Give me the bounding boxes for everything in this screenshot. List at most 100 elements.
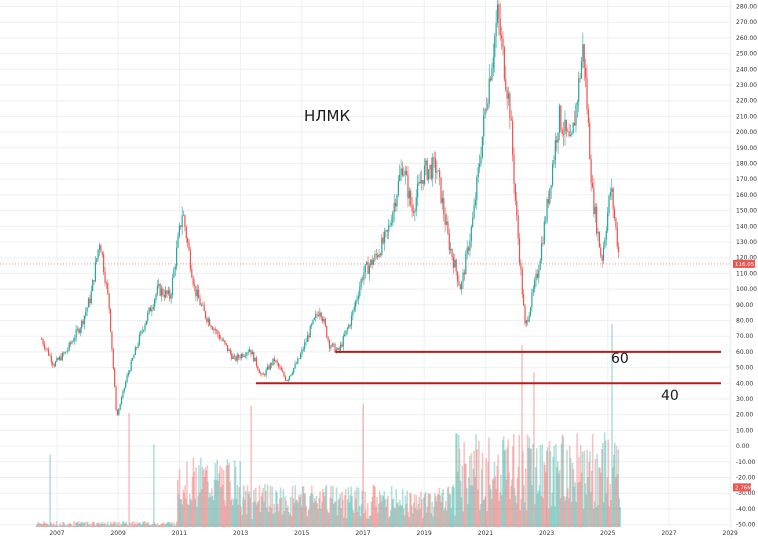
candle-body bbox=[531, 292, 533, 308]
volume-bar bbox=[436, 493, 439, 527]
volume-bar bbox=[599, 467, 601, 527]
candle-body bbox=[604, 239, 606, 248]
volume-bar bbox=[311, 493, 314, 527]
candle-body bbox=[440, 177, 442, 203]
volume-bar bbox=[425, 512, 428, 527]
volume-bar bbox=[176, 521, 178, 527]
candle-body bbox=[313, 317, 315, 320]
volume-bar bbox=[234, 466, 237, 527]
volume-bar bbox=[474, 476, 476, 527]
volume-bar bbox=[316, 503, 319, 527]
volume-bar bbox=[172, 525, 174, 527]
candle-body bbox=[433, 157, 435, 159]
volume-bar bbox=[512, 446, 514, 527]
candle-body bbox=[388, 225, 390, 232]
y-tick-label: -10.00 bbox=[736, 459, 756, 466]
volume-bar bbox=[112, 521, 115, 527]
volume-bar bbox=[86, 522, 89, 527]
volume-bar bbox=[73, 521, 75, 527]
volume-bar bbox=[402, 508, 405, 527]
candle-body bbox=[81, 320, 83, 329]
candle-body bbox=[196, 289, 198, 297]
volume-bar bbox=[93, 522, 96, 527]
volume-bar bbox=[80, 521, 83, 527]
candle-body bbox=[451, 248, 453, 258]
volume-bar bbox=[337, 500, 340, 527]
volume-bar bbox=[338, 498, 341, 527]
candle-body bbox=[320, 312, 322, 318]
volume-bar bbox=[616, 474, 619, 527]
volume-bar bbox=[163, 523, 165, 527]
volume-bar bbox=[349, 495, 352, 527]
y-tick-label: 280.00 bbox=[736, 4, 757, 11]
volume-bar bbox=[232, 504, 234, 527]
volume-bar bbox=[366, 518, 368, 527]
volume-bar bbox=[281, 514, 284, 527]
volume-bar bbox=[92, 522, 95, 527]
candle-body bbox=[228, 349, 230, 351]
volume-bar bbox=[499, 492, 501, 527]
candle-body bbox=[441, 198, 444, 203]
candle-body bbox=[174, 266, 176, 270]
volume-bar bbox=[377, 512, 379, 527]
volume-bar bbox=[39, 523, 41, 527]
candle-body bbox=[82, 320, 84, 325]
candle-body bbox=[120, 397, 123, 405]
volume-bar bbox=[204, 467, 207, 527]
candle-body bbox=[64, 351, 66, 354]
candle-body bbox=[53, 364, 55, 367]
volume-bar bbox=[68, 523, 71, 527]
candle-body bbox=[507, 93, 510, 99]
volume-bar bbox=[321, 488, 324, 527]
candle-body bbox=[188, 242, 190, 251]
volume-bar bbox=[613, 442, 616, 527]
volume-bar bbox=[493, 461, 496, 527]
candle-body bbox=[378, 254, 380, 258]
volume-bar bbox=[363, 513, 365, 527]
volume-bar bbox=[119, 525, 121, 527]
volume-bar bbox=[578, 456, 580, 527]
y-tick-label: 40.00 bbox=[736, 380, 753, 387]
volume-bar bbox=[187, 505, 190, 527]
candle-body bbox=[160, 288, 163, 296]
candle-body bbox=[562, 134, 565, 135]
volume-bar bbox=[509, 498, 511, 527]
volume-bar bbox=[158, 525, 161, 527]
candle-body bbox=[540, 243, 543, 261]
volume-bar bbox=[86, 521, 88, 527]
y-tick-label: 160.00 bbox=[736, 192, 757, 199]
volume-bar bbox=[384, 499, 387, 527]
volume-bar bbox=[226, 459, 229, 527]
candle-body bbox=[116, 409, 119, 415]
candle-body bbox=[138, 334, 141, 345]
volume-bar bbox=[199, 457, 202, 527]
volume-bar bbox=[124, 523, 127, 527]
candle-body bbox=[222, 340, 225, 342]
candle-body bbox=[86, 307, 88, 312]
candle-body bbox=[608, 195, 610, 213]
volume-bar bbox=[230, 500, 232, 527]
volume-bar bbox=[304, 493, 307, 527]
candle-body bbox=[551, 164, 554, 186]
volume-bar bbox=[144, 523, 147, 527]
volume-bar bbox=[494, 476, 497, 527]
candle-body bbox=[419, 181, 421, 184]
candle-body bbox=[556, 140, 558, 143]
candle-body bbox=[330, 346, 332, 349]
volume-bar bbox=[188, 493, 191, 527]
volume-bar bbox=[166, 521, 169, 527]
volume-bar bbox=[553, 445, 555, 527]
candle-body bbox=[576, 101, 578, 105]
volume-bar bbox=[539, 444, 542, 527]
volume-bar bbox=[526, 434, 529, 527]
volume-bar bbox=[197, 496, 199, 527]
candle-body bbox=[350, 315, 353, 326]
volume-bar bbox=[148, 524, 151, 527]
candle-body bbox=[226, 344, 229, 351]
volume-bar bbox=[258, 485, 261, 527]
candle-body bbox=[529, 307, 532, 316]
volume-bar bbox=[397, 502, 399, 527]
volume-bar bbox=[98, 524, 101, 527]
level-label-40: 40 bbox=[661, 388, 679, 404]
volume-bar bbox=[321, 501, 323, 527]
